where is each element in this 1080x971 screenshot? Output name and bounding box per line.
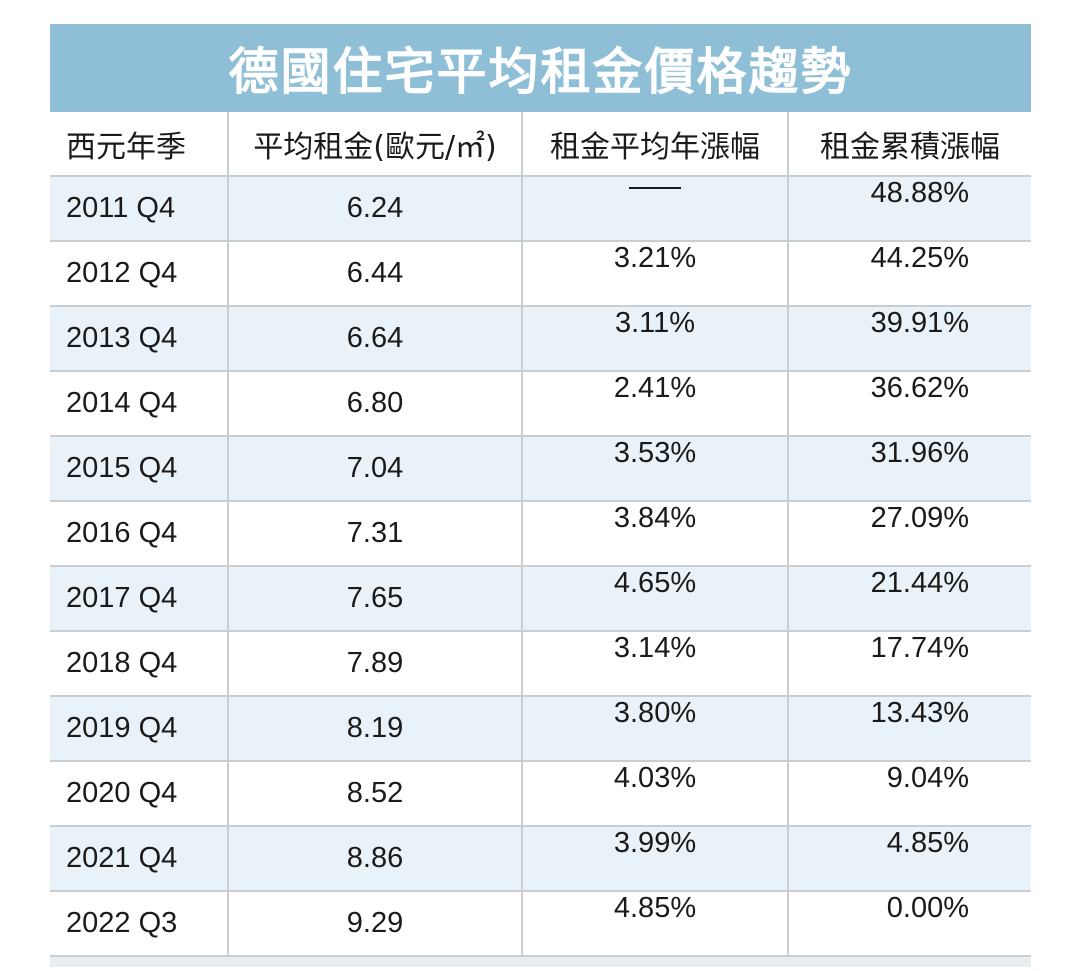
cell-avg-rent: 8.86 [227,825,522,891]
table-row: 2014 Q4 6.80 2.41% 36.62% [50,370,1031,436]
cell-cumulative-growth: 21.44% [787,565,1031,631]
cell-cumulative-growth: 9.04% [787,760,1031,826]
cell-annual-growth: 3.11% [521,305,788,371]
table-row: 2016 Q4 7.31 3.84% 27.09% [50,500,1031,566]
cell-period: 2020 Q4 [50,760,228,826]
cell-avg-rent: 7.31 [227,500,522,566]
cell-cumulative-growth: 31.96% [787,435,1031,501]
cell-avg-rent: 8.19 [227,695,522,761]
cell-avg-rent: 6.64 [227,305,522,371]
table-footer-bar [50,955,1031,967]
table-row: 2015 Q4 7.04 3.53% 31.96% [50,435,1031,501]
cell-period: 2013 Q4 [50,305,228,371]
cell-cumulative-growth: 44.25% [787,240,1031,306]
cell-annual-growth: 4.03% [521,760,788,826]
cell-cumulative-growth: 48.88% [787,175,1031,241]
cell-avg-rent: 7.89 [227,630,522,696]
cell-annual-growth: 4.85% [521,890,788,955]
cell-annual-growth: 3.53% [521,435,788,501]
dash-mark [629,187,681,190]
cell-period: 2011 Q4 [50,175,228,241]
col-header-period: 西元年季 [66,129,186,165]
col-header-cumulative-growth: 租金累積漲幅 [787,112,1031,176]
cell-avg-rent: 8.52 [227,760,522,826]
header-row: 西元年季 平均租金(歐元/㎡) 租金平均年漲幅 租金累積漲幅 [50,112,1031,176]
table-row: 2013 Q4 6.64 3.11% 39.91% [50,305,1031,371]
cell-annual-growth [521,175,788,241]
cell-avg-rent: 7.65 [227,565,522,631]
cell-period: 2015 Q4 [50,435,228,501]
table-row: 2018 Q4 7.89 3.14% 17.74% [50,630,1031,696]
cell-annual-growth: 3.84% [521,500,788,566]
cell-period: 2018 Q4 [50,630,228,696]
cell-avg-rent: 9.29 [227,890,522,955]
cell-cumulative-growth: 4.85% [787,825,1031,891]
cell-annual-growth: 3.21% [521,240,788,306]
table-row: 2012 Q4 6.44 3.21% 44.25% [50,240,1031,306]
cell-cumulative-growth: 36.62% [787,370,1031,436]
table-row: 2021 Q4 8.86 3.99% 4.85% [50,825,1031,891]
cell-cumulative-growth: 27.09% [787,500,1031,566]
col-header-avg-rent: 平均租金(歐元/㎡) [227,112,522,176]
cell-annual-growth: 3.80% [521,695,788,761]
table-row: 2022 Q3 9.29 4.85% 0.00% [50,890,1031,955]
cell-period: 2014 Q4 [50,370,228,436]
cell-period: 2017 Q4 [50,565,228,631]
table-row: 2019 Q4 8.19 3.80% 13.43% [50,695,1031,761]
cell-period: 2016 Q4 [50,500,228,566]
cell-annual-growth: 3.99% [521,825,788,891]
cell-avg-rent: 6.24 [227,175,522,241]
cell-period: 2022 Q3 [50,890,228,955]
cell-cumulative-growth: 17.74% [787,630,1031,696]
cell-annual-growth: 2.41% [521,370,788,436]
cell-period: 2019 Q4 [50,695,228,761]
table-row: 2020 Q4 8.52 4.03% 9.04% [50,760,1031,826]
cell-annual-growth: 4.65% [521,565,788,631]
cell-annual-growth: 3.14% [521,630,788,696]
table-body: 2011 Q4 6.24 48.88% 2012 Q4 6.44 3.21% 44.25% 2… [50,175,1031,955]
cell-period: 2021 Q4 [50,825,228,891]
cell-avg-rent: 7.04 [227,435,522,501]
cell-cumulative-growth: 13.43% [787,695,1031,761]
col-header-annual-growth: 租金平均年漲幅 [521,112,788,176]
table-row: 2017 Q4 7.65 4.65% 21.44% [50,565,1031,631]
cell-avg-rent: 6.44 [227,240,522,306]
cell-cumulative-growth: 39.91% [787,305,1031,371]
cell-cumulative-growth: 0.00% [787,890,1031,955]
cell-period: 2012 Q4 [50,240,228,306]
table-row: 2011 Q4 6.24 48.88% [50,175,1031,241]
rent-table-figure: 德國住宅平均租金價格趨勢 西元年季 平均租金(歐元/㎡) 租金平均年漲幅 租金累… [50,24,1031,967]
rent-table: 西元年季 平均租金(歐元/㎡) 租金平均年漲幅 租金累積漲幅 2011 Q4 6.… [50,112,1031,955]
cell-avg-rent: 6.80 [227,370,522,436]
table-title: 德國住宅平均租金價格趨勢 [50,24,1031,112]
